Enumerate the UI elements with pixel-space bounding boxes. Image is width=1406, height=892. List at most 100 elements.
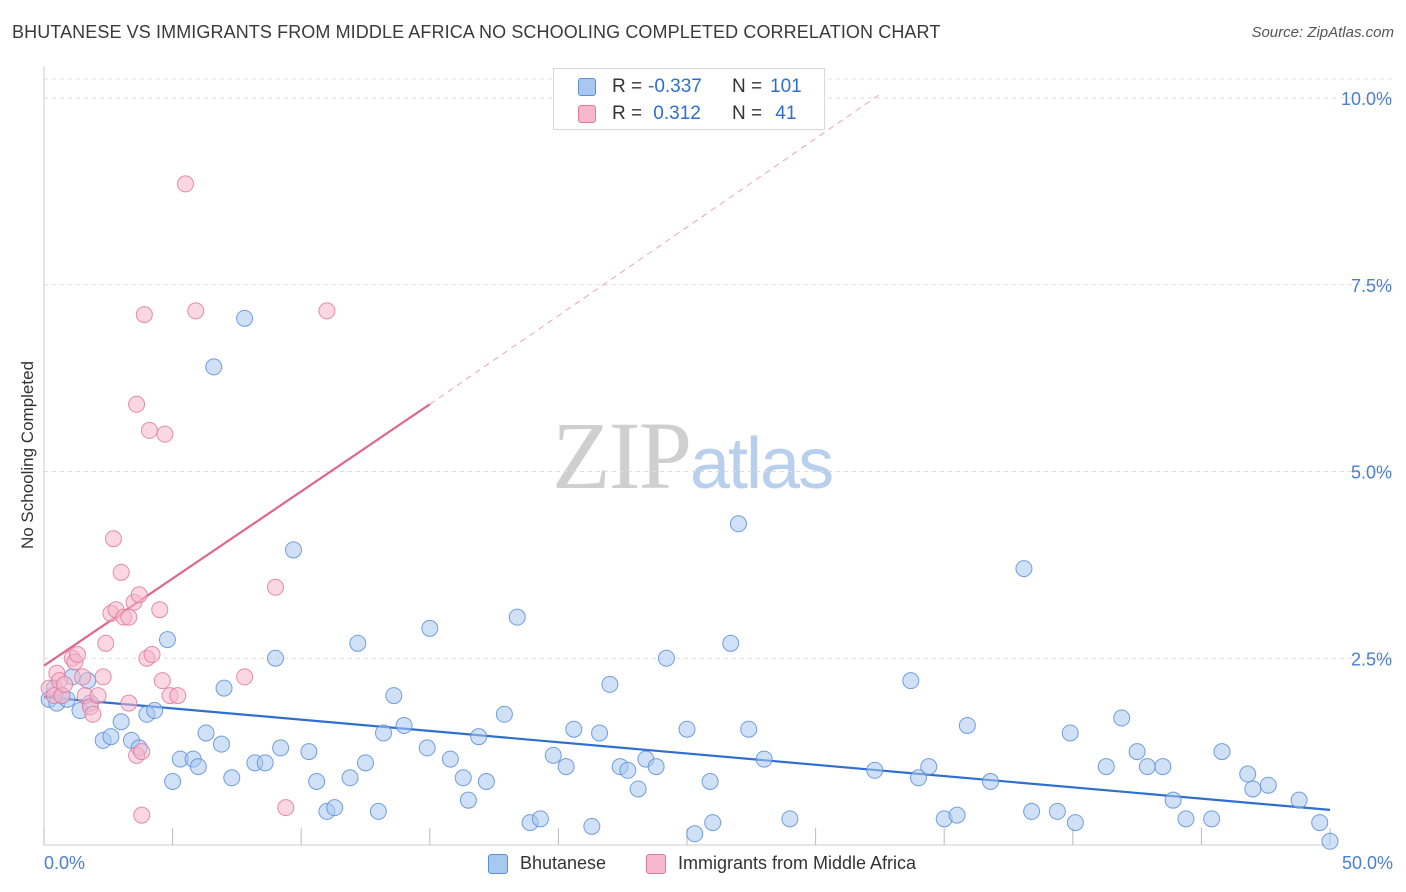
r-label: R = [612,103,643,124]
y-tick-label: 2.5% [1351,649,1392,669]
watermark-zip: ZIP [552,402,692,509]
bhutanese-point [591,724,609,742]
bhutanese-point [308,773,326,791]
bhutanese-point [470,728,488,746]
immigrants-point [318,302,336,320]
bhutanese-point [740,720,758,738]
bhutanese-point [701,773,719,791]
bhutanese-point [909,769,927,787]
immigrants-point [277,799,295,817]
x-tick-label: 50.0% [1342,853,1393,873]
bhutanese-point [1138,758,1156,776]
immigrants-point [140,421,158,439]
bhutanese-point [1213,743,1231,761]
bhutanese-point [215,679,233,697]
bhutanese-point [1015,560,1033,578]
bhutanese-point [441,750,459,768]
bhutanese-point [495,705,513,723]
bhutanese-legend-label: Bhutanese [520,853,607,873]
source-label: Source: ZipAtlas.com [1251,24,1394,41]
bhutanese-point [1290,791,1308,809]
bhutanese-point [619,761,637,779]
bhutanese-point [866,761,884,779]
immigrants-point [89,687,107,705]
immigrants-point [133,806,151,824]
bhutanese-point [102,728,120,746]
bhutanese-point [477,773,495,791]
bhutanese-point [256,754,274,772]
bhutanese-point [1128,743,1146,761]
immigrants-point [266,578,284,596]
immigrants-point [169,687,187,705]
immigrants-point [156,425,174,443]
immigrants-point [56,675,74,693]
bhutanese-point [158,631,176,649]
immigrants-point [74,668,92,686]
immigrants-point [104,530,122,548]
trend-lines [43,93,1331,811]
immigrants-point [236,668,254,686]
y-tick-label: 5.0% [1351,463,1392,483]
bhutanese-point [1066,814,1084,832]
bhutanese-point [508,608,526,626]
bhutanese-point [1177,810,1195,828]
immigrants-trend-line [43,403,431,667]
bhutanese-point [1164,791,1182,809]
bhutanese-point [1203,810,1221,828]
x-tick-label: 0.0% [44,853,85,873]
bhutanese-point [146,702,164,720]
bhutanese-point [223,769,241,787]
immigrants-point [128,395,146,413]
immigrants-trend-extension [429,93,881,405]
n-value: 101 [770,76,802,97]
bhutanese-point [1154,758,1172,776]
bhutanese-point [284,541,302,559]
bhutanese-point [629,780,647,798]
bhutanese-point [1113,709,1131,727]
bhutanese-point [948,806,966,824]
bhutanese-point [421,619,439,637]
immigrants-legend-swatch [646,854,666,874]
bhutanese-point [375,724,393,742]
bhutanese-point [781,810,799,828]
bhutanese-point [341,769,359,787]
bhutanese-point [544,746,562,764]
bhutanese-point [369,802,387,820]
bhutanese-point [112,713,130,731]
bhutanese-point [981,773,999,791]
bhutanese-point [583,817,601,835]
bhutanese-point [958,716,976,734]
n-label: N = [732,103,763,124]
data-points [40,175,1339,850]
immigrants-point [130,586,148,604]
y-tick-label: 7.5% [1351,276,1392,296]
immigrants-point [97,634,115,652]
bhutanese-point [459,791,477,809]
chart-title: BHUTANESE VS IMMIGRANTS FROM MIDDLE AFRI… [12,22,941,42]
immigrants-point [151,601,169,619]
bhutanese-point [1023,802,1041,820]
bhutanese-point [454,769,472,787]
immigrants-swatch [578,105,596,123]
bhutanese-point [755,750,773,768]
bhutanese-point [1061,724,1079,742]
bhutanese-point [704,814,722,832]
immigrants-point [133,743,151,761]
bhutanese-point [189,758,207,776]
axes [43,66,1331,846]
bhutanese-point [236,309,254,327]
n-label: N = [732,76,763,97]
watermark-atlas: atlas [690,424,834,504]
immigrants-point [94,668,112,686]
bhutanese-swatch [578,78,596,96]
bhutanese-point [902,672,920,690]
bhutanese-point [326,799,344,817]
bhutanese-point [557,758,575,776]
grid-lines [44,78,1392,659]
immigrants-point [112,563,130,581]
bhutanese-point [1048,802,1066,820]
bhutanese-point [1311,814,1329,832]
bhutanese-point [300,743,318,761]
tick-labels: 2.5% 5.0% 7.5% 10.0% 0.0% 50.0% [44,89,1393,873]
